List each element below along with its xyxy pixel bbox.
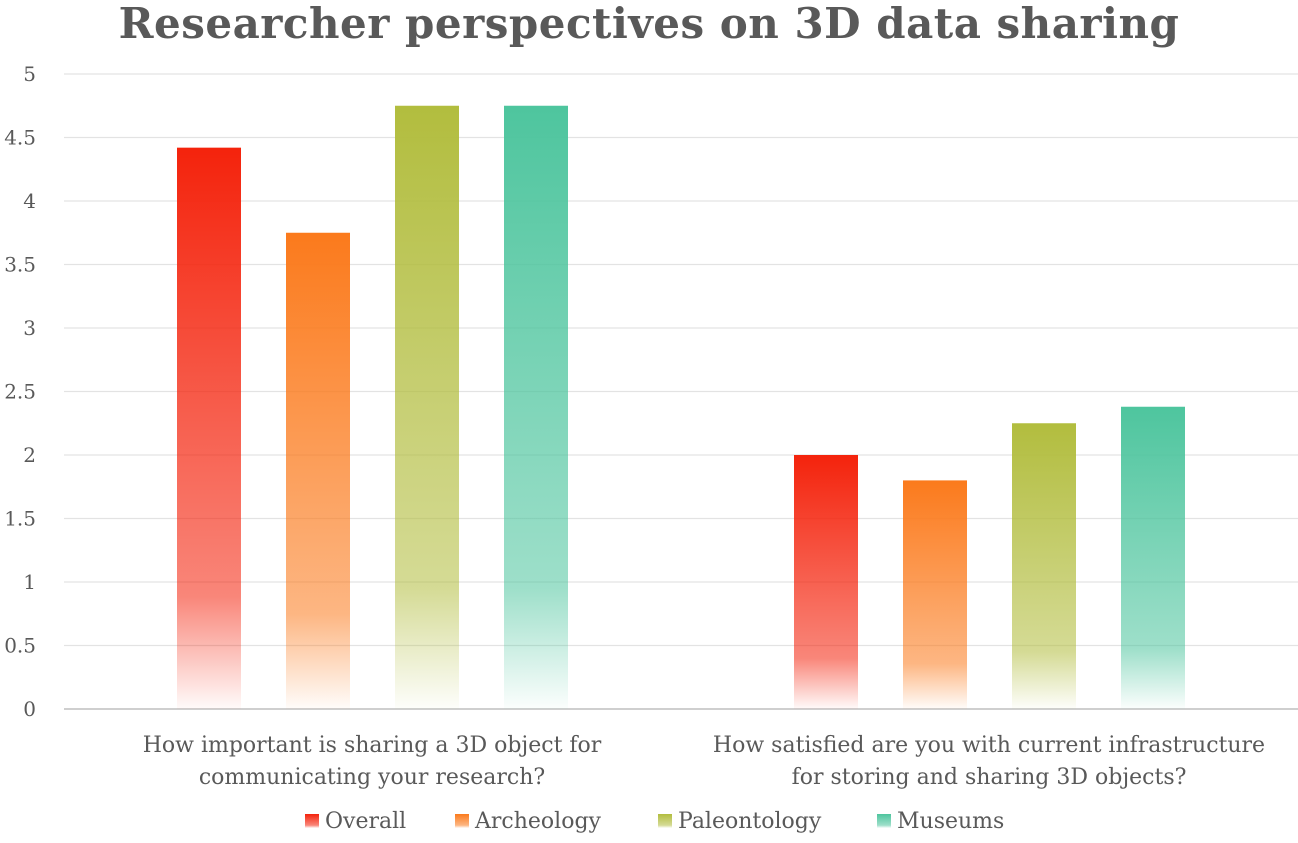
bar-overall-1 [177, 147, 241, 709]
category-label: How important is sharing a 3D object for… [143, 733, 602, 790]
category-label: How satisfied are you with current infra… [713, 733, 1265, 790]
legend-item-archeology: Archeology [455, 809, 602, 834]
legend: Overall Archeology Paleontology Museums [305, 809, 1004, 834]
legend-item-museums: Museums [877, 809, 1004, 834]
bar-paleontology-2 [1012, 423, 1076, 709]
bar-museums-1 [504, 105, 568, 709]
y-tick-label: 4.5 [4, 126, 36, 150]
legend-swatch [658, 814, 672, 828]
y-tick-label: 3 [23, 316, 36, 340]
y-tick-label: 4 [23, 189, 36, 213]
category-labels: How important is sharing a 3D object for… [143, 733, 1265, 790]
legend-label: Paleontology [678, 809, 822, 834]
y-tick-label: 0 [23, 697, 36, 721]
y-tick-label: 2 [23, 443, 36, 467]
y-tick-label: 1 [23, 570, 36, 594]
y-tick-label: 5 [23, 62, 36, 86]
y-axis-ticks: 0 0.5 1 1.5 2 2.5 3 3.5 4 4.5 5 [4, 62, 36, 721]
legend-swatch [877, 814, 891, 828]
y-tick-label: 1.5 [4, 507, 36, 531]
bar-museums-2 [1121, 406, 1185, 709]
bars [177, 105, 1185, 709]
chart-title: Researcher perspectives on 3D data shari… [118, 0, 1180, 48]
legend-item-paleontology: Paleontology [658, 809, 822, 834]
legend-label: Archeology [474, 809, 602, 834]
bar-paleontology-1 [395, 105, 459, 709]
bar-archeology-2 [903, 480, 967, 709]
y-tick-label: 0.5 [4, 634, 36, 658]
legend-swatch [455, 814, 469, 828]
bar-archeology-1 [286, 232, 350, 709]
bar-overall-2 [794, 455, 858, 709]
gridlines [64, 73, 1298, 710]
y-tick-label: 2.5 [4, 380, 36, 404]
legend-label: Museums [897, 809, 1004, 834]
legend-item-overall: Overall [305, 809, 406, 834]
y-tick-label: 3.5 [4, 253, 36, 277]
legend-swatch [305, 814, 319, 828]
legend-label: Overall [325, 809, 406, 834]
